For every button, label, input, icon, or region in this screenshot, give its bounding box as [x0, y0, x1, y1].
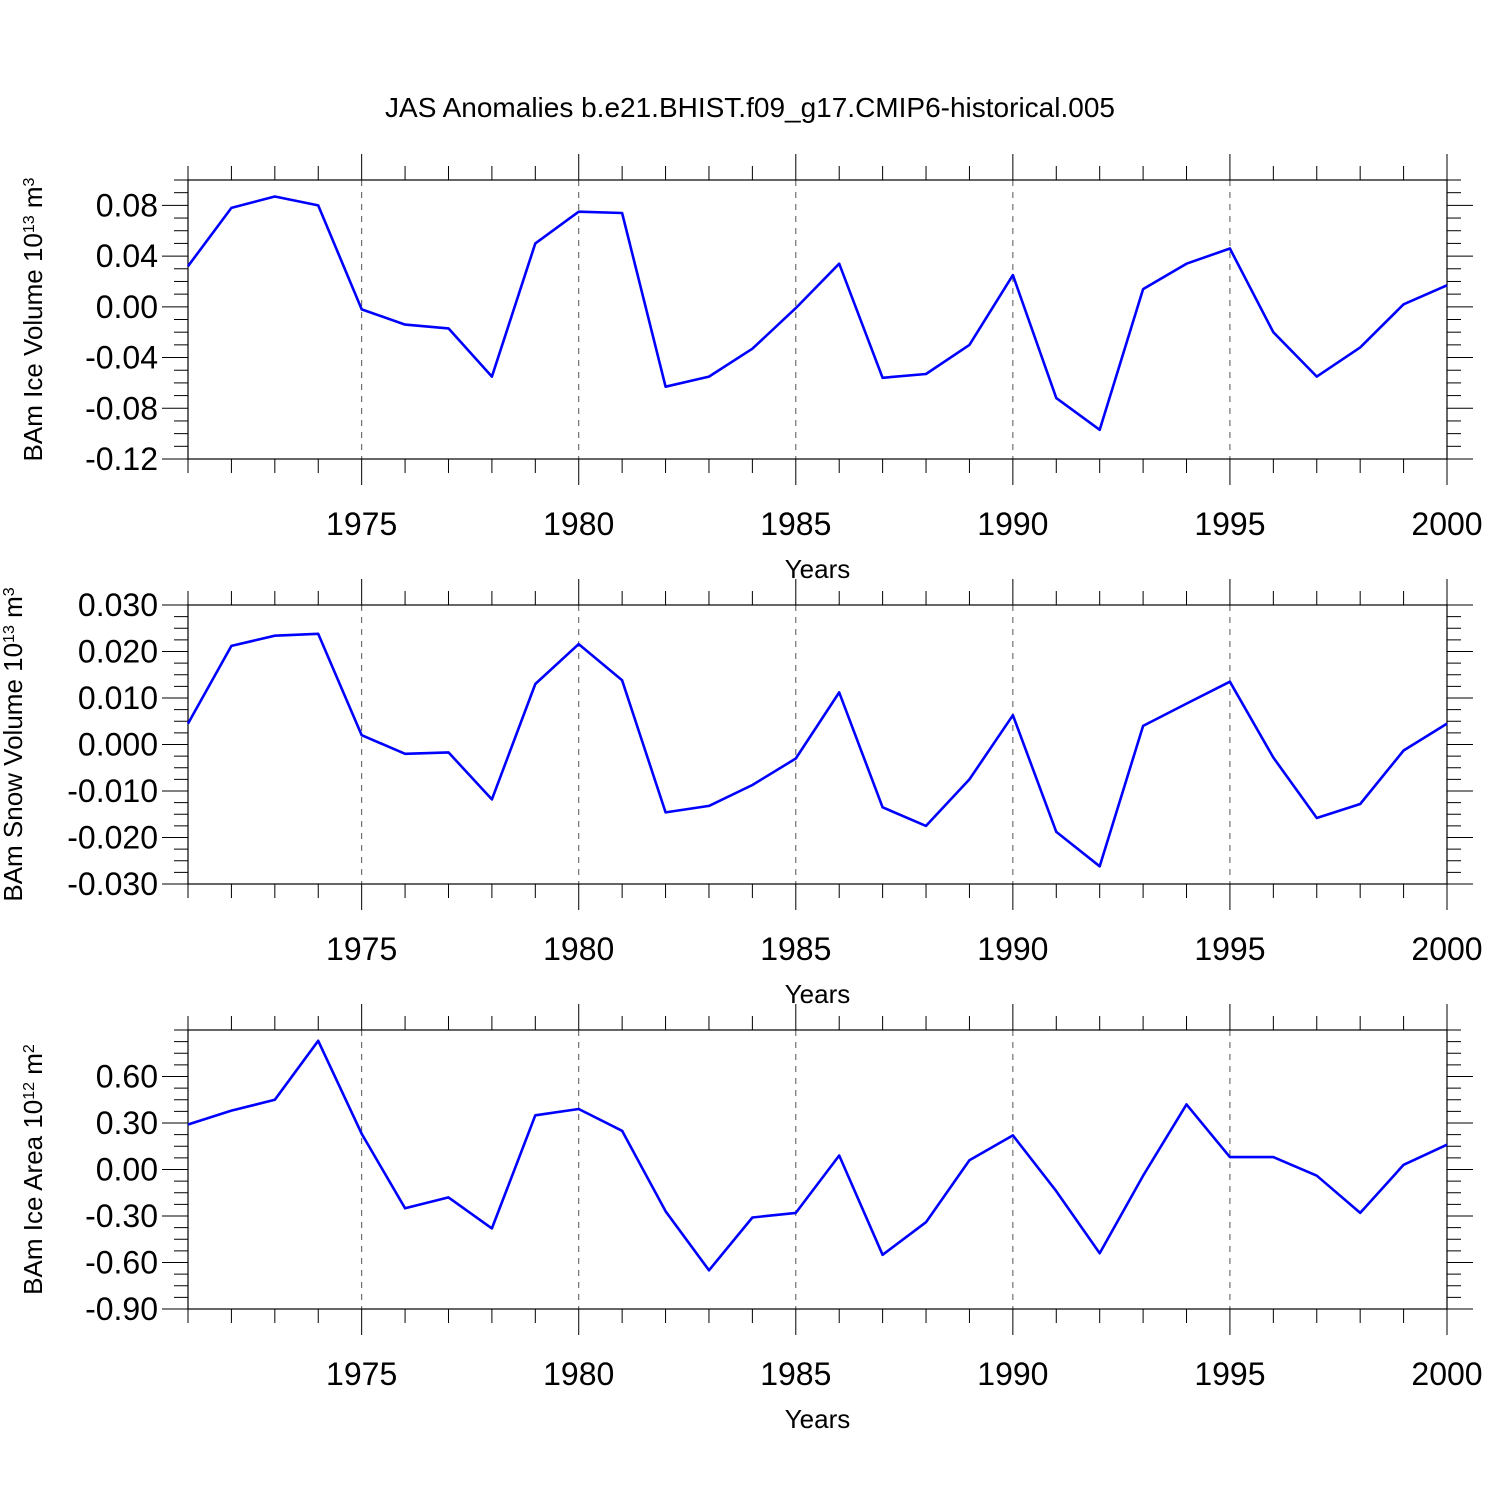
series-line	[186, 195, 1448, 432]
main-title: JAS Anomalies b.e21.BHIST.f09_g17.CMIP6-…	[385, 92, 1115, 123]
y-tick-label: -0.90	[85, 1291, 158, 1327]
y-axis-title-exponent: 13	[1, 625, 18, 643]
y-axis-title: BAm Ice Volume 1013 m3	[18, 177, 48, 461]
series-line	[186, 632, 1448, 868]
x-tick-label: 1995	[1194, 1356, 1265, 1392]
x-tick-label: 1985	[760, 931, 831, 967]
y-tick-label: 0.010	[78, 680, 158, 716]
x-tick-label: 1990	[977, 931, 1048, 967]
y-tick-label: 0.00	[96, 289, 158, 325]
x-tick-label: 1975	[326, 1356, 397, 1392]
x-tick-label: 1980	[543, 1356, 614, 1392]
y-tick-label: -0.04	[85, 340, 158, 376]
y-tick-label: 0.04	[96, 238, 158, 274]
y-tick-label: -0.08	[85, 390, 158, 426]
y-axis-title-unit-exponent: 3	[1, 587, 18, 596]
y-axis-title-text: BAm Snow Volume 10	[0, 643, 28, 902]
y-tick-label: 0.08	[96, 187, 158, 223]
plot-frame	[187, 1029, 1448, 1310]
y-tick-label: 0.00	[96, 1152, 158, 1188]
series-line	[187, 1039, 1448, 1272]
y-tick-label: 0.30	[96, 1105, 158, 1141]
y-tick-label: 0.60	[96, 1059, 158, 1095]
y-tick-label: -0.030	[67, 866, 158, 902]
chart-panel-1: -0.12 -0.08 -0.04 0.00 0.04 0.08 1975 1980 1985 1…	[18, 154, 1483, 584]
y-axis-title: BAm Ice Area 1012 m2	[18, 1044, 48, 1295]
y-tick-label: -0.010	[67, 773, 158, 809]
x-tick-label: 1995	[1194, 506, 1265, 542]
x-tick-label: 1990	[977, 506, 1048, 542]
chart-panel-2: -0.030 -0.020 -0.010 0.000 0.010 0.020 0.030 19…	[0, 579, 1483, 1009]
x-tick-label: 1990	[977, 1356, 1048, 1392]
y-axis-title-text: BAm Ice Area 10	[18, 1100, 48, 1295]
x-tick-label: 1985	[760, 1356, 831, 1392]
y-tick-label: 0.030	[78, 587, 158, 623]
x-tick-label: 1980	[543, 506, 614, 542]
y-axis-title-unit: m	[0, 596, 28, 625]
y-axis-title-unit-exponent: 2	[21, 1044, 38, 1053]
y-tick-label: -0.020	[67, 820, 158, 856]
y-axis-title-text: BAm Ice Volume 10	[18, 233, 48, 461]
y-tick-label: -0.30	[85, 1198, 158, 1234]
y-tick-label: 0.020	[78, 634, 158, 670]
x-axis-title: Years	[785, 1404, 851, 1434]
x-tick-label: 1975	[326, 931, 397, 967]
x-tick-label: 1985	[760, 506, 831, 542]
y-axis-title-unit: m	[18, 1053, 48, 1082]
y-axis-title-unit: m	[18, 186, 48, 215]
x-tick-label: 2000	[1411, 931, 1482, 967]
plot-frame	[187, 604, 1448, 885]
y-axis-title-exponent: 13	[21, 215, 38, 233]
chart-panel-3: -0.90 -0.60 -0.30 0.00 0.30 0.60 1975 1980 1985 1…	[18, 1004, 1483, 1434]
x-tick-label: 1995	[1194, 931, 1265, 967]
plot-frame	[187, 179, 1448, 460]
y-axis-title-unit-exponent: 3	[21, 177, 38, 186]
x-tick-label: 2000	[1411, 1356, 1482, 1392]
chart-panels: -0.12 -0.08 -0.04 0.00 0.04 0.08 1975 1980 1985 1…	[0, 154, 1483, 1434]
x-tick-label: 1975	[326, 506, 397, 542]
x-axis-title: Years	[785, 554, 851, 584]
x-tick-label: 1980	[543, 931, 614, 967]
y-tick-label: -0.60	[85, 1245, 158, 1281]
x-tick-label: 2000	[1411, 506, 1482, 542]
y-axis-title-exponent: 12	[21, 1082, 38, 1100]
y-axis-title: BAm Snow Volume 1013 m3	[0, 587, 28, 901]
y-tick-label: 0.000	[78, 727, 158, 763]
x-axis-title: Years	[785, 979, 851, 1009]
y-tick-label: -0.12	[85, 441, 158, 477]
